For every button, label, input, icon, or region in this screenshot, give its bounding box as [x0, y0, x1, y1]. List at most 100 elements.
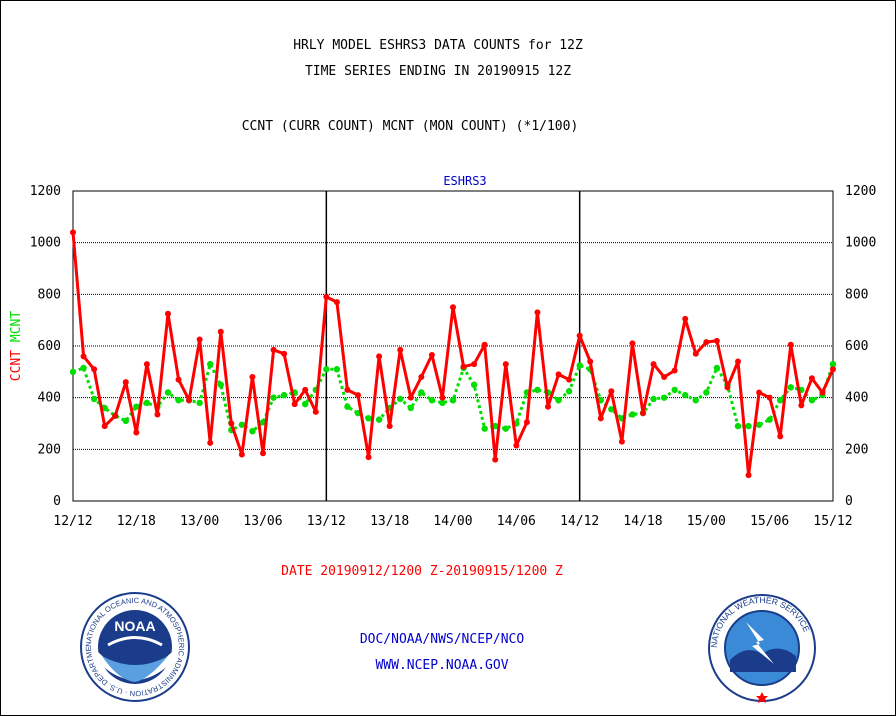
data-point-mcnt — [122, 417, 129, 425]
noaa-logo-text: NOAA — [114, 618, 155, 634]
data-point-mcnt — [734, 422, 742, 430]
data-point-ccnt — [365, 454, 372, 461]
data-point-ccnt — [112, 412, 119, 419]
data-point-mcnt — [143, 399, 151, 407]
y-tick-label-right: 600 — [845, 339, 868, 354]
y-tick-label-right: 200 — [845, 442, 868, 457]
data-point-mcnt — [555, 397, 562, 404]
data-point-ccnt — [703, 339, 710, 346]
x-tick-label: 14/18 — [623, 514, 662, 529]
data-point-mcnt — [787, 384, 794, 391]
data-point-mcnt — [249, 428, 256, 435]
data-point-ccnt — [640, 410, 646, 417]
data-point-ccnt — [471, 361, 478, 368]
data-point-ccnt — [566, 376, 573, 383]
data-point-ccnt — [735, 358, 741, 365]
data-point-mcnt — [829, 360, 837, 368]
data-point-mcnt — [682, 391, 689, 399]
data-point-mcnt — [323, 366, 330, 373]
x-tick-label: 13/00 — [180, 514, 219, 529]
data-point-ccnt — [629, 340, 636, 347]
data-point-ccnt — [671, 367, 678, 374]
y-tick-label-right: 1200 — [845, 184, 876, 199]
data-point-ccnt — [682, 315, 689, 322]
plot-title: ESHRS3 — [443, 174, 486, 188]
y-tick-label-right: 800 — [845, 287, 868, 302]
data-point-mcnt — [238, 421, 246, 428]
data-point-ccnt — [386, 423, 393, 430]
data-point-ccnt — [798, 402, 805, 409]
data-point-mcnt — [80, 364, 87, 372]
chart-subtitle: CCNT (CURR COUNT) MCNT (MON COUNT) (*1/1… — [241, 119, 579, 134]
data-point-ccnt — [302, 386, 309, 393]
data-point-mcnt — [365, 415, 372, 422]
data-point-ccnt — [439, 394, 446, 401]
data-point-mcnt — [703, 389, 710, 396]
data-point-ccnt — [597, 415, 604, 422]
data-point-ccnt — [80, 353, 87, 360]
data-point-mcnt — [407, 404, 414, 412]
data-point-mcnt — [344, 403, 351, 410]
series-line-ccnt — [71, 232, 835, 477]
data-point-ccnt — [154, 411, 161, 418]
url-link[interactable]: WWW.NCEP.NOAA.GOV — [375, 658, 509, 673]
y-tick-label-right: 0 — [845, 494, 853, 509]
data-point-ccnt — [492, 456, 499, 463]
noaa-logo-icon: NOAA NATIONAL OCEANIC AND ATMOSPHERIC AD… — [78, 590, 190, 702]
y-tick-label-right: 1000 — [845, 236, 876, 251]
x-tick-label: 12/12 — [53, 514, 92, 529]
x-tick-label: 13/06 — [243, 514, 282, 529]
data-point-ccnt — [713, 337, 720, 344]
data-point-ccnt — [175, 376, 182, 383]
data-point-ccnt — [724, 384, 731, 391]
x-tick-label: 13/12 — [307, 514, 346, 529]
data-point-mcnt — [660, 394, 668, 401]
y-tick-label-left: 0 — [53, 494, 61, 509]
data-point-ccnt — [661, 374, 668, 380]
data-point-mcnt — [428, 397, 436, 404]
data-point-ccnt — [281, 350, 288, 357]
data-point-mcnt — [713, 364, 721, 372]
data-point-ccnt — [260, 450, 266, 457]
x-tick-label: 14/00 — [433, 514, 472, 529]
chart-title-line1: HRLY MODEL ESHRS3 DATA COUNTS for 12Z — [293, 38, 583, 53]
data-point-mcnt — [671, 386, 678, 394]
data-point-ccnt — [513, 442, 520, 449]
data-point-mcnt — [280, 391, 288, 399]
data-point-ccnt — [70, 229, 76, 236]
data-point-ccnt — [650, 361, 657, 368]
data-point-ccnt — [766, 394, 773, 401]
data-point-mcnt — [629, 411, 636, 418]
data-point-ccnt — [249, 374, 256, 380]
data-point-ccnt — [830, 366, 836, 373]
data-point-ccnt — [576, 332, 583, 339]
data-point-mcnt — [766, 416, 773, 423]
y-tick-label-right: 400 — [845, 391, 868, 406]
data-point-mcnt — [745, 422, 752, 430]
data-point-mcnt — [207, 360, 214, 368]
data-point-ccnt — [481, 341, 488, 348]
y-tick-label-left: 1200 — [30, 184, 61, 199]
chart-title-line2: TIME SERIES ENDING IN 20190915 12Z — [304, 64, 572, 79]
data-point-ccnt — [460, 363, 467, 370]
data-point-mcnt — [397, 395, 404, 403]
data-point-mcnt — [196, 399, 203, 407]
data-point-ccnt — [397, 346, 404, 353]
data-point-ccnt — [407, 394, 414, 401]
data-point-ccnt — [238, 451, 245, 458]
data-point-ccnt — [355, 392, 361, 399]
data-point-mcnt — [692, 397, 699, 404]
data-point-ccnt — [787, 341, 794, 348]
x-tick-label: 14/06 — [497, 514, 536, 529]
data-point-ccnt — [217, 328, 224, 335]
data-point-mcnt — [808, 397, 816, 404]
y-tick-label-left: 400 — [38, 391, 61, 406]
data-point-ccnt — [270, 346, 277, 353]
data-point-mcnt — [375, 416, 383, 423]
data-point-mcnt — [175, 397, 182, 404]
data-point-mcnt — [302, 400, 309, 408]
data-point-ccnt — [534, 309, 541, 316]
data-point-ccnt — [428, 352, 435, 359]
x-tick-label: 15/12 — [813, 514, 852, 529]
x-tick-label: 14/12 — [560, 514, 599, 529]
